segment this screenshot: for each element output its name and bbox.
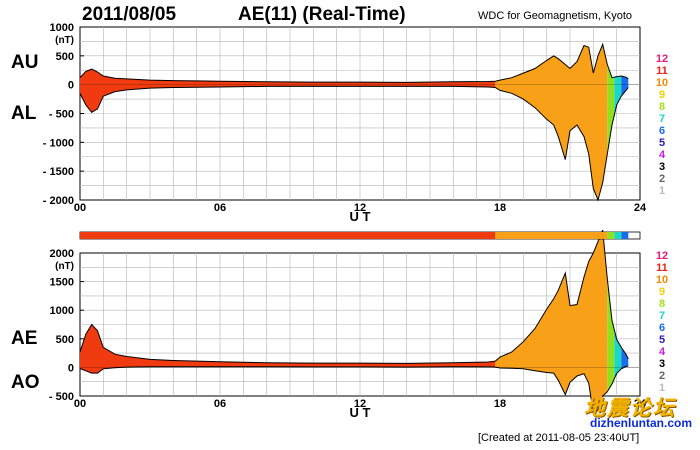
x-tick-label: 00 xyxy=(74,202,86,214)
station-fill-segment xyxy=(607,278,615,392)
station-legend-item: 9 xyxy=(659,286,665,298)
y-tick-label: - 2000 xyxy=(43,195,74,207)
station-legend-item: 10 xyxy=(656,274,668,286)
y-tick-label: - 500 xyxy=(49,109,74,121)
station-fill-segment xyxy=(607,64,615,154)
x-tick-label: 00 xyxy=(74,398,86,410)
ao-label: AO xyxy=(11,372,40,393)
y-tick-label: 500 xyxy=(56,51,74,63)
y-tick-label: - 1000 xyxy=(43,137,74,149)
ao-series xyxy=(79,365,629,415)
station-fill-segment xyxy=(495,230,608,414)
x-tick-label: 18 xyxy=(494,202,506,214)
au-label: AU xyxy=(11,52,39,73)
station-fill-segment xyxy=(495,44,608,200)
watermark-url: dizhenluntan.com xyxy=(590,416,692,430)
station-legend-item: 9 xyxy=(659,89,665,101)
x-axis-title: U T xyxy=(350,405,371,420)
watermark-logo-text: 地震论坛 xyxy=(584,397,676,420)
created-timestamp: [Created at 2011-08-05 23:40UT] xyxy=(478,432,640,444)
y-tick-label: 1000 xyxy=(50,22,74,34)
station-legend-item: 1 xyxy=(659,382,665,394)
x-tick-label: 12 xyxy=(354,202,366,214)
station-fill-segment xyxy=(621,347,629,369)
station-legend-item: 12 xyxy=(656,53,668,65)
station-legend-item: 5 xyxy=(659,334,665,346)
station-fill-segment xyxy=(614,329,622,379)
station-legend-item: 2 xyxy=(659,173,665,185)
station-legend-item: 3 xyxy=(659,161,665,173)
station-legend-item: 11 xyxy=(656,262,668,274)
station-legend-item: 7 xyxy=(659,113,665,125)
y-tick-label: 500 xyxy=(56,334,74,346)
station-legend-item: 7 xyxy=(659,310,665,322)
al-series xyxy=(79,85,629,202)
plot-title: AE(11) (Real-Time) xyxy=(238,4,406,25)
ae-label: AE xyxy=(11,328,38,349)
y-tick-label: - 500 xyxy=(49,391,74,403)
station-count-bar-segment xyxy=(495,232,608,239)
station-legend-item: 10 xyxy=(656,77,668,89)
station-legend-item: 5 xyxy=(659,137,665,149)
station-legend-item: 8 xyxy=(659,298,665,310)
y-unit-label: (nT) xyxy=(55,261,74,272)
station-legend-item: 8 xyxy=(659,101,665,113)
station-legend-item: 11 xyxy=(656,65,668,77)
x-tick-label: 18 xyxy=(494,398,506,410)
station-fill-segment xyxy=(621,76,629,97)
y-tick-label: 1500 xyxy=(50,277,74,289)
x-tick-label: 06 xyxy=(214,202,226,214)
station-legend-item: 6 xyxy=(659,322,665,334)
x-axis-title: U T xyxy=(350,209,371,224)
y-tick-label: 2000 xyxy=(50,248,74,260)
station-legend-item: 3 xyxy=(659,358,665,370)
y-tick-label: 0 xyxy=(68,80,74,92)
data-source: WDC for Geomagnetism, Kyoto xyxy=(478,10,633,22)
plot-date: 2011/08/05 xyxy=(82,4,177,25)
station-legend-item: 2 xyxy=(659,370,665,382)
station-legend-item: 4 xyxy=(659,346,666,358)
station-count-bar-segment xyxy=(607,232,615,239)
au-series xyxy=(79,42,629,83)
station-fill-segment xyxy=(614,76,622,115)
y-tick-label: 0 xyxy=(68,362,74,374)
station-legend-item: 1 xyxy=(659,185,665,197)
x-tick-label: 06 xyxy=(214,398,226,410)
station-legend-item: 4 xyxy=(659,149,666,161)
x-tick-label: 12 xyxy=(354,398,366,410)
y-tick-label: 1000 xyxy=(50,305,74,317)
al-label: AL xyxy=(11,103,37,124)
station-count-bar-segment xyxy=(614,232,622,239)
station-count-bar-segment xyxy=(80,232,496,239)
y-unit-label: (nT) xyxy=(55,35,74,46)
x-tick-label: 24 xyxy=(634,202,647,214)
station-legend-item: 12 xyxy=(656,250,668,262)
x-tick-label: 24 xyxy=(634,398,647,410)
station-legend-item: 6 xyxy=(659,125,665,137)
y-tick-label: - 1500 xyxy=(43,166,74,178)
station-count-bar-segment xyxy=(621,232,629,239)
